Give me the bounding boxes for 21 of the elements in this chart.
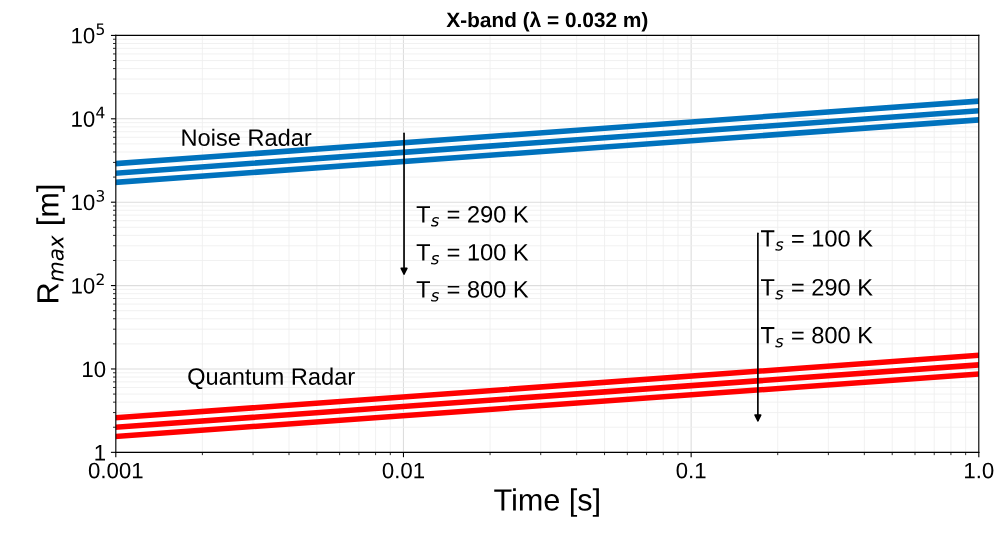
y-tick-label: 10$^{4}$ — [72, 106, 105, 127]
x-tick-label: 0.01 — [382, 462, 425, 479]
chart-title: X-band (λ = 0.032 m) — [446, 11, 648, 32]
y-tick-label: 10$^{5}$ — [72, 23, 104, 44]
annotation: T$_{s}$ = 290 K — [416, 205, 529, 227]
y-tick-label: 1 — [95, 445, 105, 461]
y-tick-label: 10 — [83, 361, 106, 378]
x-tick-label: 0.001 — [88, 462, 143, 479]
annotation: Noise Radar — [182, 128, 312, 146]
annotation: T$_{s}$ = 800 K — [761, 326, 873, 348]
annotation: T$_{s}$ = 800 K — [416, 280, 529, 302]
x-tick-label: 1.0 — [965, 462, 994, 479]
x-tick-label: 0.1 — [676, 462, 706, 479]
y-axis-title: R$_{max}$ [m] — [36, 185, 65, 302]
annotation: Quantum Radar — [188, 367, 355, 390]
annotation: T$_{s}$ = 290 K — [761, 278, 873, 300]
y-tick-label: 10$^{3}$ — [72, 190, 105, 211]
annotation: T$_{s}$ = 100 K — [761, 230, 873, 251]
x-axis-title: Time [s] — [494, 488, 599, 517]
annotation: T$_{s}$ = 100 K — [416, 243, 529, 265]
y-tick-label: 10$^{2}$ — [72, 273, 104, 294]
